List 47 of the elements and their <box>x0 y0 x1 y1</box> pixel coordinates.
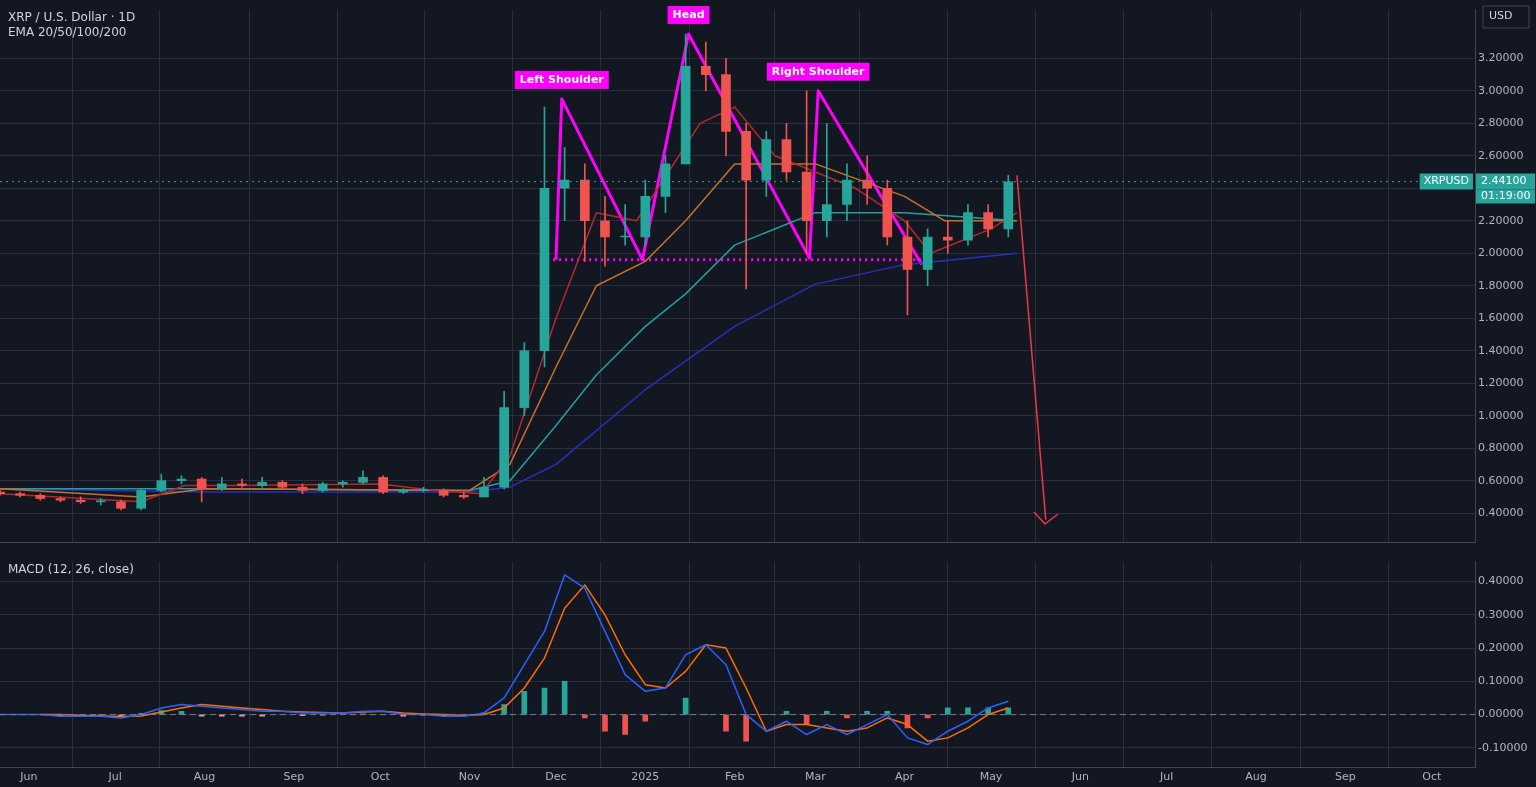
y-axis-title: USD <box>1489 9 1513 23</box>
y-tick-label: 1.60000 <box>1478 311 1524 325</box>
text: 2.44100 <box>1481 174 1527 188</box>
y-tick-label: 1.20000 <box>1478 376 1524 390</box>
x-tick-label: Dec <box>545 770 567 784</box>
x-tick-label: May <box>979 770 1003 784</box>
y-tick-label: 0.40000 <box>1478 574 1524 588</box>
chart-title: MACD (12, 26, close) <box>8 562 134 577</box>
x-tick-label: Mar <box>804 770 827 784</box>
x-tick-label: Jul <box>1159 770 1174 784</box>
y-tick-label: 0.30000 <box>1478 607 1524 621</box>
y-tick-label: 1.40000 <box>1478 343 1524 357</box>
x-tick-label: Jun <box>19 770 38 784</box>
x-tick-label: Nov <box>458 770 481 784</box>
y-tick-label: 0.80000 <box>1478 441 1524 455</box>
x-tick-label: Sep <box>1334 770 1356 784</box>
x-tick-label: Aug <box>1245 770 1267 784</box>
y-tick-label: -0.10000 <box>1478 740 1528 754</box>
x-tick-label: Oct <box>370 770 391 784</box>
x-tick-label: Sep <box>283 770 305 784</box>
text: 01:19:00 <box>1481 189 1531 203</box>
y-tick-label: 1.00000 <box>1478 408 1524 422</box>
y-tick-label: 0.10000 <box>1478 674 1524 688</box>
x-tick-label: Aug <box>193 770 216 784</box>
y-tick-label: 2.60000 <box>1478 148 1524 162</box>
y-tick-label: 3.00000 <box>1478 83 1524 97</box>
y-tick-label: 2.00000 <box>1478 246 1524 260</box>
x-tick-label: Jul <box>107 770 122 784</box>
annotation: Head <box>672 7 705 21</box>
y-tick-label: 0.40000 <box>1478 506 1524 520</box>
y-tick-label: 2.80000 <box>1478 116 1524 130</box>
text: EMA 20/50/100/200 <box>8 25 127 40</box>
y-tick-label: 0.60000 <box>1478 473 1524 487</box>
annotation: Left Shoulder <box>519 72 605 86</box>
x-tick-label: Oct <box>1422 770 1442 784</box>
y-tick-label: 0.00000 <box>1478 707 1524 721</box>
y-tick-label: 2.20000 <box>1478 213 1524 227</box>
ref-line-label: XRPUSD <box>1423 174 1470 188</box>
y-tick-label: 3.20000 <box>1478 51 1524 65</box>
x-tick-label: Feb <box>724 770 745 784</box>
x-tick-label: 2025 <box>631 770 660 784</box>
x-tick-label: Jun <box>1070 770 1089 784</box>
y-tick-label: 1.80000 <box>1478 278 1524 292</box>
chart-title: XRP / U.S. Dollar · 1D <box>8 10 136 25</box>
annotation: Right Shoulder <box>771 64 866 78</box>
y-tick-label: 0.20000 <box>1478 640 1524 654</box>
x-tick-label: Apr <box>895 770 915 784</box>
